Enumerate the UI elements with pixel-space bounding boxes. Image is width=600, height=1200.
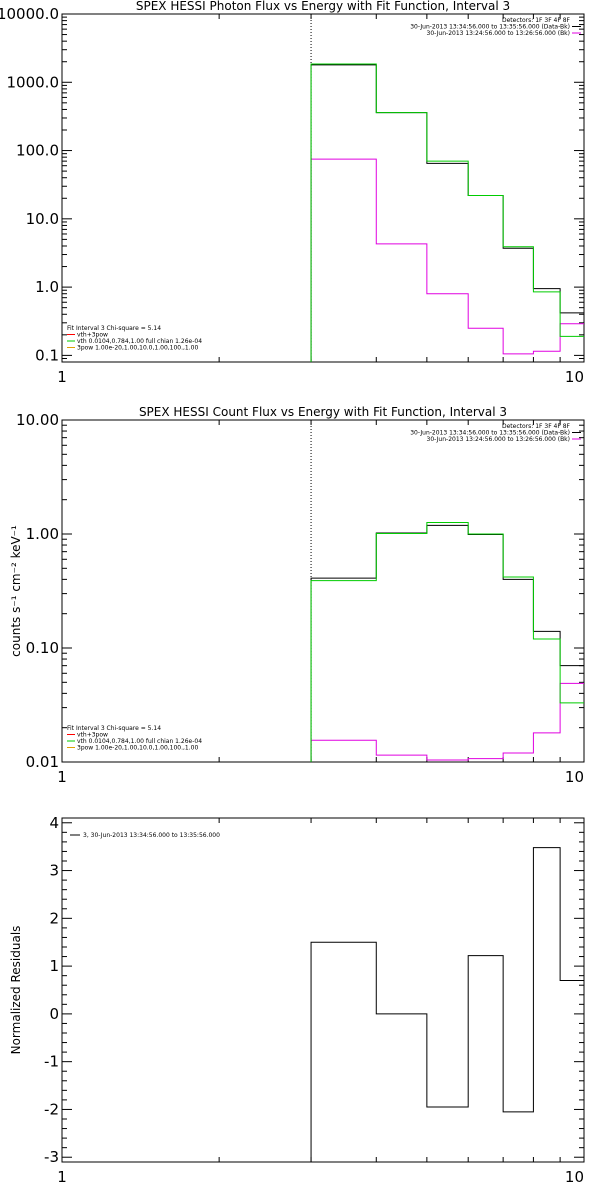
info-line: Detectors: 1F 3F 4F 8F [502, 17, 571, 24]
series-line-3-30-jun-2013-13-34-56-000-to-13-35-56-000 [310, 847, 584, 1162]
fit-legend-line: Fit Interval 3 Chi-square = 5.14 [67, 325, 161, 332]
y-tick-label: 1 [49, 957, 59, 975]
fit-legend-line: 3pow 1.00e-20,1.00,10.0,1.00,100.,1.00 [77, 345, 198, 352]
series-line-data-bk [310, 524, 584, 762]
y-tick-label: 10.00 [16, 411, 59, 429]
info-line: 30-Jun-2013 13:24:56.000 to 13:26:56.000… [427, 436, 570, 443]
series-line-bk [310, 682, 584, 762]
fit-legend-line: 3pow 1.00e-20,1.00,10.0,1.00,100.,1.00 [77, 745, 198, 752]
series-line-vth-3pow [310, 522, 584, 762]
y-tick-label: 10000.0 [0, 5, 59, 23]
fit-legend-line: Fit Interval 3 Chi-square = 5.14 [67, 725, 161, 732]
y-tick-label: -3 [44, 1148, 59, 1166]
info-line: 30-Jun-2013 13:24:56.000 to 13:26:56.000… [427, 30, 570, 37]
series-line-bk [310, 158, 584, 362]
info-line: 30-Jun-2013 13:34:56.000 to 13:35:56.000… [410, 24, 570, 31]
x-tick-label: 10 [565, 368, 584, 386]
y-axis-label: counts s⁻¹ cm⁻² keV⁻¹ [9, 525, 23, 657]
x-tick-label: 10 [565, 1168, 584, 1186]
info-line: 30-Jun-2013 13:34:56.000 to 13:35:56.000… [410, 430, 570, 437]
y-tick-label: 10.0 [26, 210, 59, 228]
fit-legend-line: vth 0.0104,0.784,1.00 full chian 1.26e-0… [77, 338, 202, 345]
y-tick-label: 100.0 [16, 142, 59, 160]
y-tick-label: 1000.0 [7, 73, 60, 91]
y-tick-label: 1.0 [35, 278, 59, 296]
y-axis-label: Normalized Residuals [9, 926, 23, 1055]
x-tick-label: 1 [57, 1168, 67, 1186]
series-line-vth-3pow [310, 63, 584, 362]
y-tick-label: 2 [49, 909, 59, 927]
y-tick-label: -1 [44, 1053, 59, 1071]
y-tick-label: 0 [49, 1005, 59, 1023]
fit-legend-line: vth+3pow [77, 732, 108, 739]
panel-3: Normalized Residuals 1 10 -3 -2 -1 0 1 2 3 4 3, 30-… [9, 814, 585, 1186]
fit-legend-line: vth 0.0104,0.784,1.00 full chian 1.26e-0… [77, 738, 202, 745]
x-tick-label: 10 [565, 768, 584, 786]
plot-frame [61, 419, 585, 763]
x-tick-label: 1 [57, 368, 67, 386]
plot-frame [61, 13, 585, 363]
x-tick-label: 1 [57, 768, 67, 786]
chart-title: SPEX HESSI Photon Flux vs Energy with Fi… [136, 0, 510, 13]
y-tick-label: 0.10 [26, 639, 59, 657]
panel-2: SPEX HESSI Count Flux vs Energy with Fit… [9, 405, 585, 786]
y-tick-label: 1.00 [26, 525, 59, 543]
panel-1: SPEX HESSI Photon Flux vs Energy with Fi… [0, 0, 585, 386]
chart-title: SPEX HESSI Count Flux vs Energy with Fit… [139, 405, 507, 419]
legend-label: 3, 30-Jun-2013 13:34:56.000 to 13:35:56.… [83, 832, 220, 839]
info-line: Detectors: 1F 3F 4F 8F [502, 423, 571, 430]
series-line-data-bk [310, 64, 584, 362]
fit-legend-line: vth+3pow [77, 332, 108, 339]
y-tick-label: 0.1 [35, 346, 59, 364]
y-tick-label: 0.01 [26, 753, 59, 771]
y-tick-label: 3 [49, 862, 59, 880]
plot-frame [61, 817, 585, 1163]
y-tick-label: 4 [49, 814, 59, 832]
y-tick-label: -2 [44, 1100, 59, 1118]
